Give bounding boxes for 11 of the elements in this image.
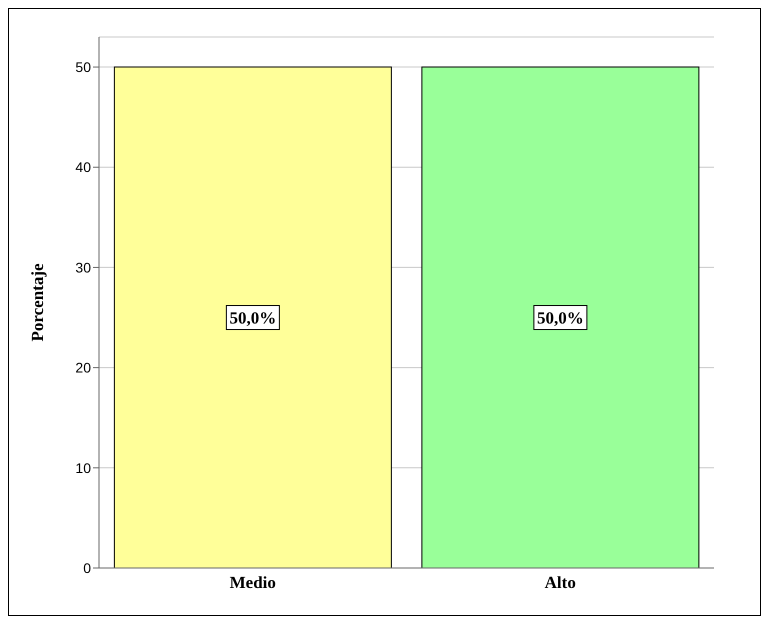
y-tick-label: 30 [75, 259, 92, 276]
y-tick-label: 20 [75, 360, 92, 376]
data-label: 50,0% [537, 308, 584, 328]
x-tick-label: Medio [230, 573, 276, 592]
y-tick-label: 10 [75, 460, 92, 476]
x-tick-label: Alto [544, 573, 576, 592]
y-tick-label: 40 [75, 159, 92, 176]
y-tick-label: 50 [75, 59, 92, 76]
y-tick-label: 0 [83, 560, 92, 576]
data-label: 50,0% [230, 308, 276, 328]
y-axis-title: Porcentaje [28, 263, 48, 342]
